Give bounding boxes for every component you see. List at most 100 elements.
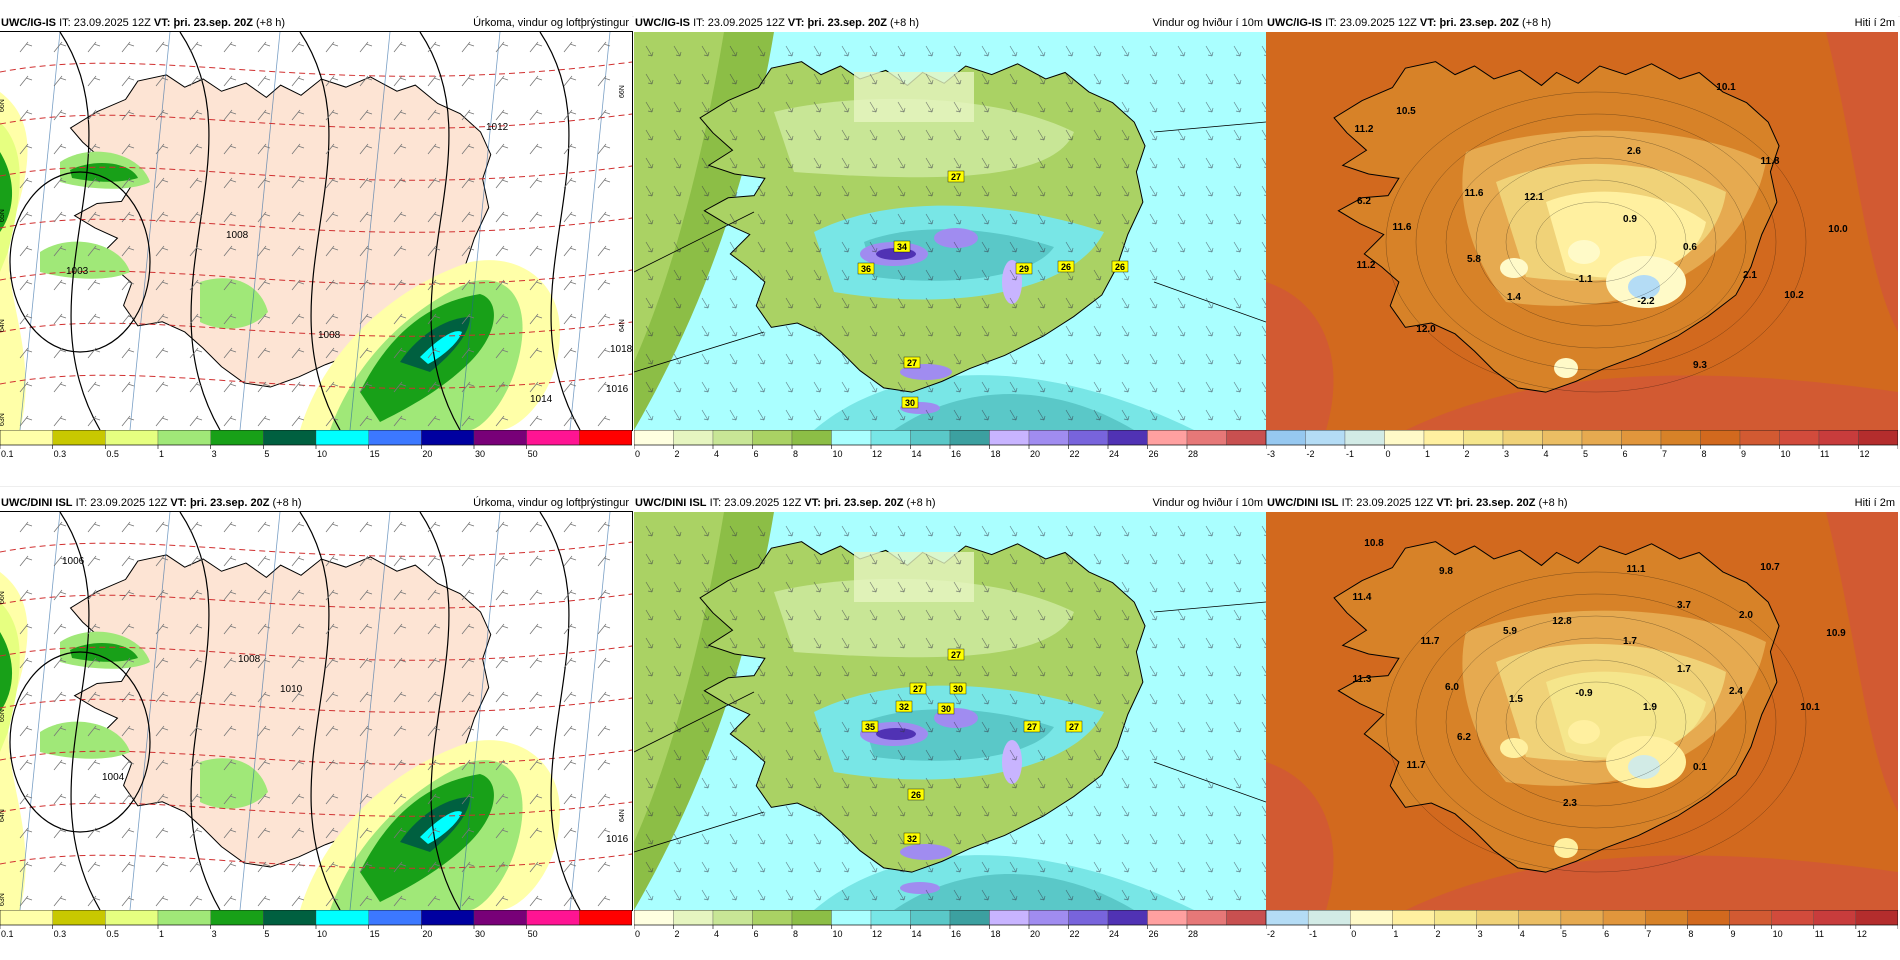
- legend-tick-label: 4: [1544, 449, 1549, 459]
- legend-swatch: [1068, 910, 1109, 926]
- temperature-label: 2.0: [1739, 610, 1753, 621]
- legend-swatch: [1560, 910, 1604, 926]
- latitude-label: 66N: [0, 99, 6, 112]
- legend-tick-label: 1: [159, 929, 164, 939]
- map-area: 10.1 10.5 11.2 6.2 11.6 11.6 12.1 2.6 11.8 0.9 10.…: [1266, 32, 1898, 430]
- legend-tick-label: 3: [212, 929, 217, 939]
- temperature-label: 11.2: [1355, 124, 1374, 135]
- legend-colorbar: 0 2 4 6 8 10 12 14 16 18 20 22 24 26 28: [634, 430, 1266, 459]
- legend-tick-label: 10: [833, 449, 843, 459]
- lead-time: (+8 h): [1538, 497, 1568, 509]
- temperature-label: 11.6: [1393, 222, 1412, 233]
- legend-swatch: [1518, 910, 1562, 926]
- legend-tick-label: 1: [1425, 449, 1430, 459]
- legend-swatch: [315, 430, 369, 446]
- gust-label: 27: [913, 684, 923, 694]
- legend-swatch: [105, 910, 159, 926]
- legend-swatch: [673, 910, 714, 926]
- legend-tick-label: -2: [1267, 929, 1275, 939]
- legend-swatch: [1107, 430, 1148, 446]
- temperature-label: 9.8: [1439, 566, 1453, 577]
- temperature-label: 2.4: [1729, 686, 1743, 697]
- temperature-label: 11.7: [1421, 636, 1440, 647]
- latitude-label: 66N: [619, 85, 626, 98]
- temperature-label: -0.9: [1575, 688, 1593, 699]
- legend-swatch: [949, 910, 990, 926]
- gust-label: 32: [899, 702, 909, 712]
- legend-swatch: [1581, 430, 1622, 446]
- legend-tick-label: 0: [635, 929, 640, 939]
- vt-value: þri. 23.sep. 20Z: [1455, 497, 1536, 509]
- legend-swatch: [712, 910, 753, 926]
- legend-swatch: [1423, 430, 1464, 446]
- temperature-label: 11.2: [1357, 260, 1376, 271]
- legend-swatch: [1779, 430, 1820, 446]
- legend-tick-label: 30: [475, 929, 485, 939]
- legend-tick-label: 6: [754, 929, 759, 939]
- legend-tick-label: 50: [528, 929, 538, 939]
- legend-tick-label: 11: [1815, 929, 1824, 939]
- legend-tick-label: 6: [1604, 929, 1609, 939]
- it-value: 23.09.2025 12Z: [90, 497, 168, 509]
- legend-swatch: [1305, 430, 1346, 446]
- vt-value: þri. 23.sep. 20Z: [189, 497, 270, 509]
- it-value: 23.09.2025 12Z: [1356, 497, 1434, 509]
- temperature-label: 12.8: [1552, 616, 1572, 627]
- legend-swatch: [1463, 430, 1504, 446]
- temperature-label: 2.1: [1743, 270, 1757, 281]
- iceland-forecast-map: 27 27 30 32 30 35 27 27 26 32: [634, 512, 1266, 910]
- temperature-label: 11.4: [1353, 592, 1372, 603]
- temperature-label: 5.8: [1467, 254, 1481, 265]
- map-panel-bottom-wind: UWC/DINI ISL IT: 23.09.2025 12Z VT: þri.…: [634, 490, 1266, 960]
- model-name: UWC/DINI ISL: [635, 497, 707, 509]
- temperature-label: 11.3: [1353, 674, 1372, 685]
- legend-swatch: [1729, 910, 1772, 926]
- temperature-label: 3.7: [1677, 600, 1691, 611]
- legend-swatch: [1107, 910, 1148, 926]
- legend-tick-label: 7: [1646, 929, 1651, 939]
- legend-tick-label: 16: [951, 449, 961, 459]
- gust-label: 34: [897, 242, 907, 252]
- model-name: UWC/IG-IS: [1, 17, 56, 29]
- temperature-label: 10.5: [1396, 106, 1416, 117]
- legend-swatch: [210, 910, 264, 926]
- legend-tick-label: 10: [317, 929, 327, 939]
- legend-swatch: [752, 430, 793, 446]
- latitude-label: 64N: [619, 809, 626, 822]
- temperature-label: 2.6: [1627, 146, 1641, 157]
- temperature-label: 6.2: [1457, 732, 1471, 743]
- latitude-label: 65N: [0, 709, 6, 722]
- latitude-label: 63N: [0, 893, 6, 906]
- legend-swatch: [1186, 430, 1227, 446]
- legend-tick-label: -1: [1309, 929, 1317, 939]
- legend-swatch: [1147, 910, 1188, 926]
- legend-tick-label: 14: [912, 929, 922, 939]
- legend-swatch: [1068, 430, 1109, 446]
- isobar-label: 1010: [280, 684, 303, 695]
- legend-swatch: [1307, 910, 1351, 926]
- legend-tick-label: 9: [1730, 929, 1735, 939]
- temperature-label: 11.8: [1761, 156, 1780, 167]
- map-panel-top-wind: UWC/IG-IS IT: 23.09.2025 12Z VT: þri. 23…: [634, 10, 1266, 480]
- legend-swatch: [473, 910, 527, 926]
- legend-tick-label: 5: [264, 929, 269, 939]
- legend-swatch: [1700, 430, 1741, 446]
- legend-swatch: [473, 430, 527, 446]
- legend-tick-label: 6: [754, 449, 759, 459]
- legend-tick-label: 14: [912, 449, 922, 459]
- temperature-label: 10.7: [1760, 562, 1780, 573]
- temperature-label: 1.7: [1623, 636, 1637, 647]
- legend-tick-label: -3: [1267, 449, 1275, 459]
- legend-swatch: [0, 430, 53, 446]
- temperature-label: 12.0: [1416, 324, 1436, 335]
- temperature-label: -1.1: [1575, 274, 1593, 285]
- gust-label: 26: [911, 790, 921, 800]
- legend-swatch: [579, 430, 632, 446]
- it-label: IT:: [709, 497, 722, 509]
- legend-swatch: [1855, 910, 1898, 926]
- legend-swatch: [0, 910, 53, 926]
- legend-swatch: [1818, 430, 1859, 446]
- legend-tick-label: 12: [1860, 449, 1870, 459]
- temperature-label: 9.3: [1693, 360, 1707, 371]
- legend: -2-1012345678910111213: [1266, 910, 1898, 944]
